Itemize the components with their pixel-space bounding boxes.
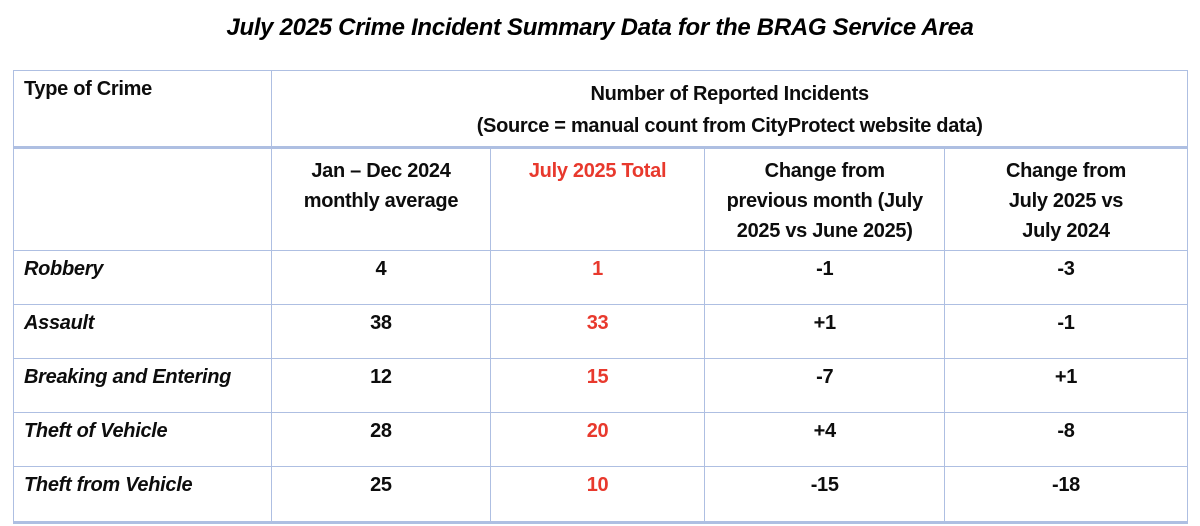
header-avg-2024: Jan – Dec 2024 monthly average: [271, 147, 491, 251]
change-prev-cell: -1: [704, 250, 945, 305]
header-change-yoy-line3: July 2024: [1022, 220, 1110, 242]
header-row-2: Jan – Dec 2024 monthly average July 2025…: [12, 147, 1189, 251]
page-title: July 2025 Crime Incident Summary Data fo…: [226, 14, 974, 41]
header-reported-incidents: Number of Reported Incidents (Source = m…: [271, 70, 1188, 149]
crime-name-cell: Robbery: [12, 250, 273, 305]
header-empty-cell: [12, 147, 273, 251]
header-type-of-crime-label: Type of Crime: [24, 78, 152, 100]
table-row-breaking-entering: Breaking and Entering 12 15 -7 +1: [12, 358, 1189, 413]
july-total-cell: 10: [489, 466, 706, 524]
header-change-prev-line1: Change from: [764, 160, 885, 182]
crime-name-cell: Theft from Vehicle: [12, 466, 273, 524]
crime-name-cell: Breaking and Entering: [12, 358, 273, 413]
avg-2024-cell: 38: [271, 304, 491, 359]
header-row-1: Type of Crime Number of Reported Inciden…: [12, 70, 1188, 149]
header-source-note: (Source = manual count from CityProtect …: [476, 115, 983, 137]
header-avg-2024-line1: Jan – Dec 2024: [311, 160, 451, 182]
july-total-cell: 1: [489, 250, 706, 305]
header-change-yoy: Change from July 2025 vs July 2024: [943, 147, 1189, 251]
change-prev-cell: +4: [704, 412, 945, 467]
change-yoy-cell: -8: [943, 412, 1189, 467]
header-july-2025-total-label: July 2025 Total: [528, 160, 667, 182]
change-yoy-cell: -3: [943, 250, 1189, 305]
header-incidents-title: Number of Reported Incidents: [590, 83, 869, 105]
crime-summary-table: Type of Crime Number of Reported Inciden…: [12, 70, 1189, 524]
table-row-theft-of-vehicle: Theft of Vehicle 28 20 +4 -8: [12, 412, 1189, 467]
july-total-cell: 15: [489, 358, 706, 413]
table-row-robbery: Robbery 4 1 -1 -3: [12, 250, 1189, 305]
header-avg-2024-line2: monthly average: [303, 190, 459, 212]
change-prev-cell: +1: [704, 304, 945, 359]
avg-2024-cell: 25: [271, 466, 491, 524]
header-change-prev-line3: 2025 vs June 2025): [736, 220, 913, 242]
header-change-prev-month: Change from previous month (July 2025 vs…: [704, 147, 945, 251]
header-change-yoy-line2: July 2025 vs: [1008, 190, 1124, 212]
change-yoy-cell: -1: [943, 304, 1189, 359]
crime-name-cell: Theft of Vehicle: [12, 412, 273, 467]
change-prev-cell: -15: [704, 466, 945, 524]
july-total-cell: 33: [489, 304, 706, 359]
header-change-prev-line2: previous month (July: [726, 190, 924, 212]
header-july-2025-total: July 2025 Total: [489, 147, 706, 251]
change-yoy-cell: +1: [943, 358, 1189, 413]
change-yoy-cell: -18: [943, 466, 1189, 524]
header-change-yoy-line1: Change from: [1005, 160, 1126, 182]
july-total-cell: 20: [489, 412, 706, 467]
table-row-assault: Assault 38 33 +1 -1: [12, 304, 1189, 359]
avg-2024-cell: 4: [271, 250, 491, 305]
avg-2024-cell: 28: [271, 412, 491, 467]
header-type-of-crime: Type of Crime: [12, 70, 273, 149]
crime-name-cell: Assault: [12, 304, 273, 359]
table-row-theft-from-vehicle: Theft from Vehicle 25 10 -15 -18: [12, 466, 1189, 524]
avg-2024-cell: 12: [271, 358, 491, 413]
change-prev-cell: -7: [704, 358, 945, 413]
